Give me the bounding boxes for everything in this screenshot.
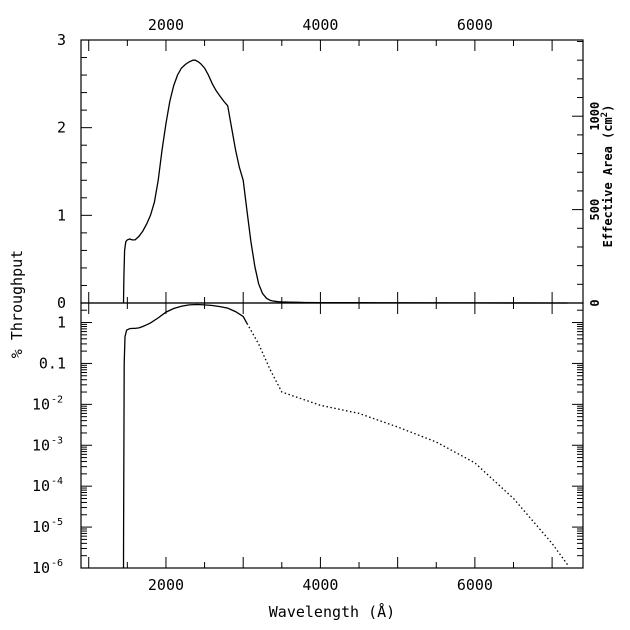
top-x-tick-label: 2000 — [148, 16, 184, 34]
bottom-y-tick-label: 10 — [32, 477, 50, 495]
bottom-y-tick-exponent: -3 — [51, 435, 63, 446]
bottom-y-tick-label: 10 — [32, 395, 50, 413]
bottom-y-tick-exponent: -4 — [51, 476, 63, 487]
bottom-x-tick-label: 2000 — [148, 576, 184, 594]
bottom-panel-curves — [122, 303, 569, 569]
right-axis-label: Effective Area (cm2) — [600, 105, 615, 248]
bottom-y-tick-label: 10 — [32, 559, 50, 577]
right-axis-tick-label: 0 — [588, 299, 602, 306]
top-panel-tick-labels: 2000 4000 6000 0 1 2 3 0 500 1000 — [57, 16, 602, 312]
bottom-x-tick-label: 6000 — [457, 576, 493, 594]
x-axis-label: Wavelength (Å) — [269, 602, 395, 621]
bottom-panel-ticks — [81, 302, 583, 569]
right-axis-tick-label: 500 — [588, 199, 602, 221]
top-y-tick-label: 0 — [57, 294, 66, 312]
right-axis-tick-label: 1000 — [588, 102, 602, 131]
bottom-throughput-curve-solid — [122, 303, 248, 569]
y-axis-label: % Throughput — [8, 250, 26, 358]
bottom-x-tick-label: 4000 — [302, 576, 338, 594]
bottom-y-tick-label: 10 — [32, 518, 50, 536]
bottom-y-tick-exponent: -6 — [51, 558, 63, 569]
right-axis-label-end: ) — [601, 105, 615, 112]
top-panel-frame — [80, 39, 584, 304]
bottom-y-tick-label: 0.1 — [39, 354, 66, 372]
top-y-tick-label: 2 — [57, 119, 66, 137]
top-panel: 2000 4000 6000 0 1 2 3 0 500 1000 — [57, 16, 602, 312]
top-throughput-curve — [122, 59, 568, 304]
right-axis-label-main: Effective Area (cm — [601, 117, 615, 247]
bottom-panel-frame — [80, 302, 584, 569]
right-axis-label-sup: 2 — [600, 112, 610, 117]
top-x-tick-label: 6000 — [457, 16, 493, 34]
top-x-tick-label: 4000 — [302, 16, 338, 34]
top-y-tick-label: 1 — [57, 206, 66, 224]
bottom-throughput-curve-dotted — [246, 323, 569, 566]
top-panel-curves — [122, 59, 568, 304]
bottom-y-tick-exponent: -5 — [51, 517, 63, 528]
bottom-y-tick-label: 10 — [32, 436, 50, 454]
top-panel-ticks — [81, 39, 583, 304]
top-y-tick-label: 3 — [57, 31, 66, 49]
bottom-y-tick-exponent: -2 — [51, 394, 63, 405]
bottom-y-tick-label: 1 — [57, 314, 66, 332]
